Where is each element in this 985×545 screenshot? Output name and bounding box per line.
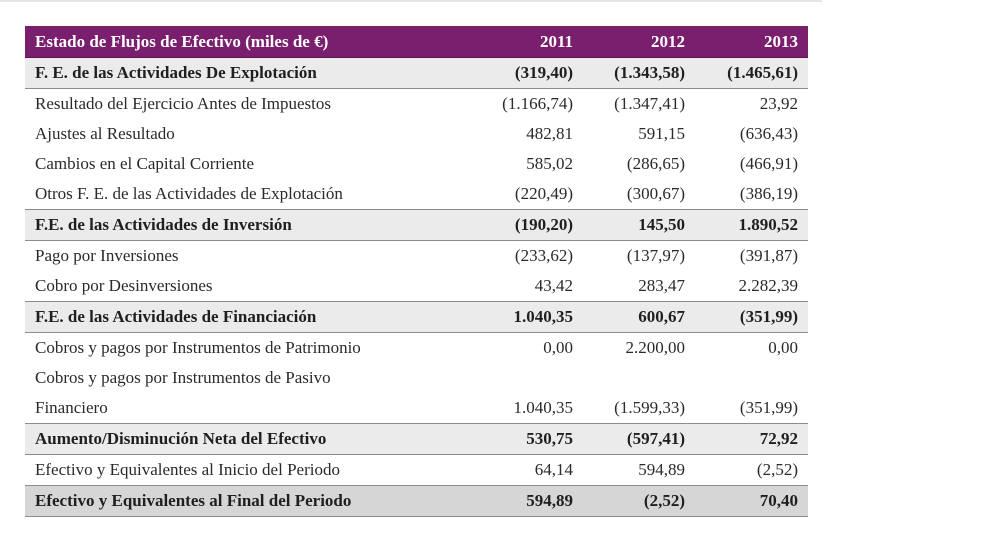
- table-title: Estado de Flujos de Efectivo (miles de €…: [25, 26, 471, 58]
- row-label: Cobros y pagos por Instrumentos de Pasiv…: [25, 363, 471, 393]
- value-2011: 585,02: [471, 149, 583, 179]
- section-row: F. E. de las Actividades De Explotación(…: [25, 57, 808, 89]
- row-label: Cobro por Desinversiones: [25, 271, 471, 302]
- value-2011: 482,81: [471, 119, 583, 149]
- value-2012: (597,41): [583, 423, 695, 455]
- row-label: Financiero: [25, 393, 471, 424]
- value-2012: [583, 363, 695, 393]
- table-row: Efectivo y Equivalentes al Inicio del Pe…: [25, 454, 808, 486]
- value-2011: (220,49): [471, 179, 583, 210]
- table-row: Cobros y pagos por Instrumentos de Patri…: [25, 332, 808, 363]
- value-2013: (386,19): [695, 179, 808, 210]
- table-row: Pago por Inversiones (233,62) (137,97) (391…: [25, 240, 808, 271]
- value-2013: 72,92: [695, 423, 808, 455]
- row-label: Otros F. E. de las Actividades de Explot…: [25, 179, 471, 210]
- value-2013: (351,99): [695, 393, 808, 424]
- top-divider: [0, 0, 822, 2]
- table-row: Cobro por Desinversiones 43,42 283,47 2.282…: [25, 271, 808, 302]
- table-header-row: Estado de Flujos de Efectivo (miles de €…: [25, 26, 808, 58]
- year-2011-header: 2011: [471, 26, 583, 58]
- value-2012: 594,89: [583, 454, 695, 486]
- value-2013: [695, 363, 808, 393]
- value-2012: (2,52): [583, 485, 695, 517]
- value-2013: (391,87): [695, 240, 808, 271]
- row-label: Aumento/Disminución Neta del Efectivo: [25, 423, 471, 455]
- section-row: Aumento/Disminución Neta del Efectivo 530…: [25, 423, 808, 455]
- row-label: F. E. de las Actividades De Explotación: [25, 57, 471, 89]
- value-2013: (636,43): [695, 119, 808, 149]
- value-2013: 0,00: [695, 332, 808, 363]
- value-2013: 1.890,52: [695, 209, 808, 241]
- value-2013: (1.465,61): [695, 57, 808, 89]
- value-2011: (1.166,74): [471, 88, 583, 119]
- table-row: Cobros y pagos por Instrumentos de Pasiv…: [25, 363, 808, 393]
- row-label: Pago por Inversiones: [25, 240, 471, 271]
- value-2013: (2,52): [695, 454, 808, 486]
- value-2012: (1.599,33): [583, 393, 695, 424]
- value-2012: (286,65): [583, 149, 695, 179]
- value-2011: (319,40): [471, 57, 583, 89]
- section-row: F.E. de las Actividades de Financiación 1…: [25, 301, 808, 333]
- row-label: Efectivo y Equivalentes al Final del Per…: [25, 485, 471, 517]
- section-row: F.E. de las Actividades de Inversión (190…: [25, 209, 808, 241]
- value-2012: (1.347,41): [583, 88, 695, 119]
- table-row: Resultado del Ejercicio Antes de Impuest…: [25, 88, 808, 119]
- value-2011: 1.040,35: [471, 301, 583, 333]
- value-2012: (300,67): [583, 179, 695, 210]
- value-2013: 2.282,39: [695, 271, 808, 302]
- value-2011: [471, 363, 583, 393]
- value-2012: 145,50: [583, 209, 695, 241]
- value-2012: 600,67: [583, 301, 695, 333]
- total-row: Efectivo y Equivalentes al Final del Per…: [25, 485, 808, 517]
- value-2012: 2.200,00: [583, 332, 695, 363]
- value-2012: 591,15: [583, 119, 695, 149]
- table-row: Ajustes al Resultado 482,81 591,15 (636,43): [25, 119, 808, 149]
- cash-flow-table: Estado de Flujos de Efectivo (miles de €…: [25, 26, 808, 517]
- table-row: Financiero 1.040,35 (1.599,33) (351,99): [25, 393, 808, 424]
- value-2011: 594,89: [471, 485, 583, 517]
- value-2013: 70,40: [695, 485, 808, 517]
- year-2013-header: 2013: [695, 26, 808, 58]
- row-label: Efectivo y Equivalentes al Inicio del Pe…: [25, 454, 471, 486]
- table-row: Cambios en el Capital Corriente 585,02 (28…: [25, 149, 808, 179]
- row-label: Ajustes al Resultado: [25, 119, 471, 149]
- value-2011: 530,75: [471, 423, 583, 455]
- value-2011: 0,00: [471, 332, 583, 363]
- value-2011: 1.040,35: [471, 393, 583, 424]
- row-label: F.E. de las Actividades de Inversión: [25, 209, 471, 241]
- value-2012: 283,47: [583, 271, 695, 302]
- value-2012: (137,97): [583, 240, 695, 271]
- value-2011: (233,62): [471, 240, 583, 271]
- table-row: Otros F. E. de las Actividades de Explot…: [25, 179, 808, 210]
- value-2013: (351,99): [695, 301, 808, 333]
- value-2011: 64,14: [471, 454, 583, 486]
- value-2011: 43,42: [471, 271, 583, 302]
- row-label: F.E. de las Actividades de Financiación: [25, 301, 471, 333]
- value-2013: (466,91): [695, 149, 808, 179]
- cash-flow-statement: Estado de Flujos de Efectivo (miles de €…: [25, 26, 808, 517]
- row-label: Resultado del Ejercicio Antes de Impuest…: [25, 88, 471, 119]
- row-label: Cambios en el Capital Corriente: [25, 149, 471, 179]
- value-2011: (190,20): [471, 209, 583, 241]
- value-2013: 23,92: [695, 88, 808, 119]
- value-2012: (1.343,58): [583, 57, 695, 89]
- row-label: Cobros y pagos por Instrumentos de Patri…: [25, 332, 471, 363]
- year-2012-header: 2012: [583, 26, 695, 58]
